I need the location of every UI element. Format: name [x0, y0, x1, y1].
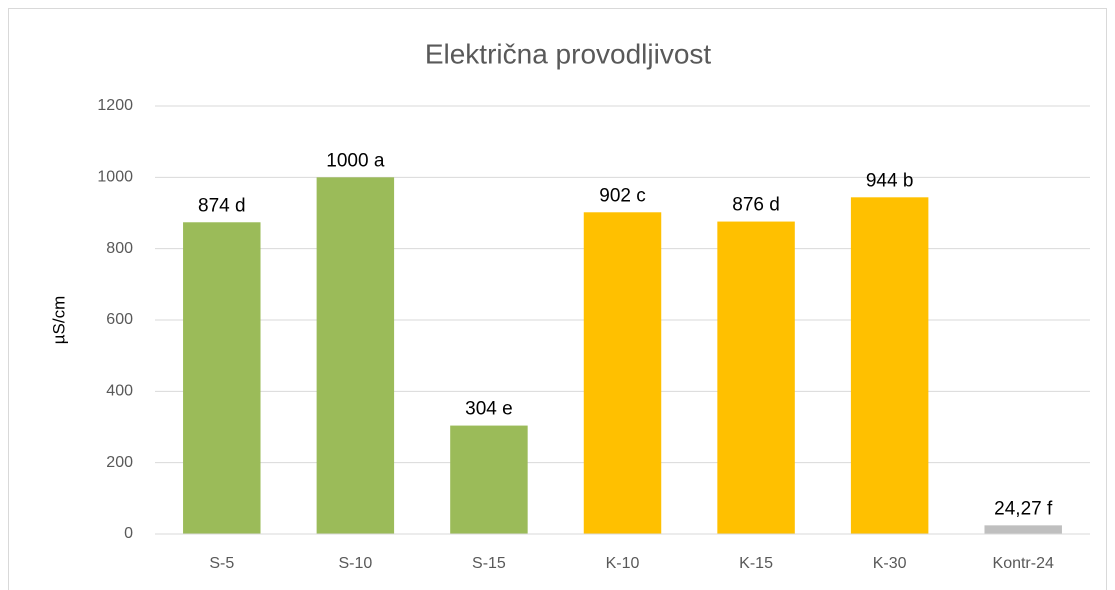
- data-label: 902 c: [599, 185, 645, 206]
- x-tick-label: S-5: [209, 555, 234, 572]
- x-tick-label: K-15: [739, 555, 773, 572]
- bar: [984, 525, 1062, 534]
- data-label: 304 e: [465, 399, 513, 420]
- y-tick-label: 0: [124, 525, 133, 542]
- data-label: 24,27 f: [994, 498, 1053, 519]
- bar: [316, 177, 395, 535]
- x-tick-label: S-15: [472, 555, 506, 572]
- y-tick-label: 200: [106, 454, 133, 471]
- y-tick-label: 1000: [97, 169, 133, 186]
- x-tick-label: Kontr-24: [993, 555, 1054, 572]
- y-tick-label: 800: [106, 240, 133, 257]
- data-label: 874 d: [198, 195, 246, 216]
- y-tick-label: 400: [106, 383, 133, 400]
- bar: [717, 221, 795, 534]
- data-label: 944 b: [866, 170, 914, 191]
- chart-border: [8, 8, 1107, 590]
- x-tick-label: K-30: [873, 555, 907, 572]
- y-tick-label: 1200: [97, 97, 133, 114]
- y-tick-label: 600: [106, 311, 133, 328]
- chart-title: Električna provodljivost: [425, 38, 712, 69]
- x-tick-label: S-10: [338, 555, 372, 572]
- x-tick-label: K-10: [606, 555, 640, 572]
- bar: [183, 222, 261, 535]
- bar: [850, 197, 929, 534]
- bar: [450, 425, 528, 534]
- data-label: 1000 a: [326, 150, 385, 171]
- y-axis-label: µS/cm: [49, 296, 68, 345]
- data-label: 876 d: [732, 195, 780, 216]
- bar: [583, 212, 662, 534]
